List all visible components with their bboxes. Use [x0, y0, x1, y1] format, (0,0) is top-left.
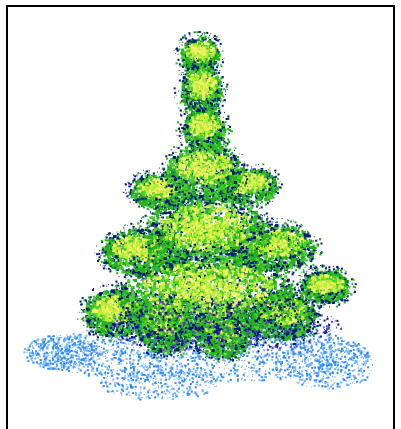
stipple-tree-illustration	[8, 7, 393, 429]
image-frame	[6, 5, 395, 429]
tree-foliage-layer	[77, 31, 357, 363]
